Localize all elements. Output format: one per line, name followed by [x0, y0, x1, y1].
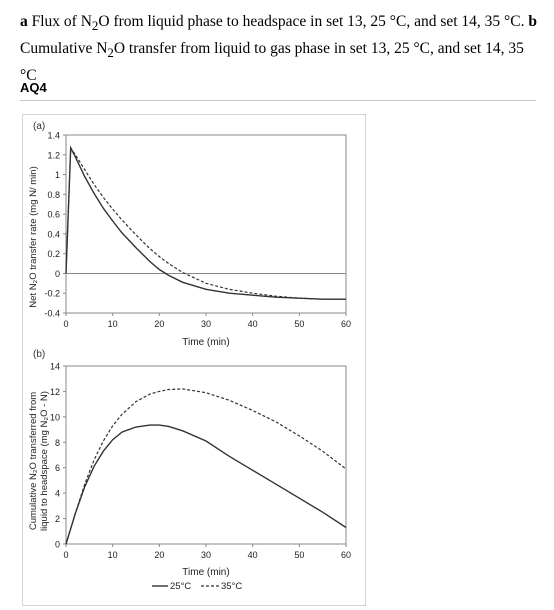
figure-caption: a Flux of N2O from liquid phase to heads…: [20, 10, 540, 87]
legend-dashed-label: 35°C: [221, 581, 242, 592]
panel-b-xtick-label: 0: [63, 550, 68, 560]
caption-part-a-text-2: O from liquid phase to headspace in set …: [98, 13, 529, 30]
panel-a-xticks: 0 10 20 30 40 50 60: [63, 313, 351, 329]
panel-b-xtick-label: 60: [341, 550, 351, 560]
caption-part-a-letter: a: [20, 13, 28, 30]
panel-b-plot-area: [65, 365, 347, 545]
caption-part-b-letter: b: [528, 13, 537, 30]
panel-b-xtick-label: 20: [154, 550, 164, 560]
panel-a-ytick-label: 0.2: [47, 249, 60, 259]
legend: 25°C 35°C: [152, 581, 242, 592]
panel-a-ytick-label: 0.6: [47, 210, 60, 220]
panel-b-xlabel: Time (min): [182, 567, 229, 578]
caption-part-b-text-2: O transfer from liquid to gas phase in s…: [20, 40, 524, 85]
panel-a-yticks: -0.4 -0.2 0 0.2 0.4 0.6 0.8 1 1.2 1.4: [44, 131, 66, 319]
panel-b-xtick-label: 30: [201, 550, 211, 560]
panel-a-xtick-label: 30: [201, 319, 211, 329]
panel-a-series-25c: [65, 145, 346, 300]
panel-a-xtick-label: 20: [154, 319, 164, 329]
panel-a-ytick-label: 1.4: [47, 131, 60, 141]
panel-b-xtick-label: 10: [108, 550, 118, 560]
panel-b-yaxis-label: Cumulative N₂O transferred from liquid t…: [28, 391, 50, 531]
panel-b-ytick-label: 8: [55, 438, 60, 448]
panel-b-ytick-label: 2: [55, 514, 60, 524]
panel-b-ytick-label: 12: [50, 387, 60, 397]
panel-b-ytick-label: 4: [55, 489, 60, 499]
panel-a-xlabel: Time (min): [182, 337, 229, 348]
panel-a-ytick-label: 1: [55, 170, 60, 180]
panel-a-ytick-label: 0.4: [47, 229, 60, 239]
panel-label-a: (a): [33, 121, 45, 132]
panel-b-xtick-label: 50: [294, 550, 304, 560]
panel-a-series-35c: [65, 146, 346, 300]
caption-part-a-text: Flux of N: [27, 13, 92, 30]
panel-a-xtick-label: 40: [248, 319, 258, 329]
divider: [20, 100, 536, 101]
panel-a-ylabel: Net N₂O transfer rate (mg N/ min): [28, 166, 39, 307]
panel-b-series-25c: [65, 424, 347, 545]
panel-b-xtick-label: 40: [248, 550, 258, 560]
panel-b-ytick-label: 6: [55, 463, 60, 473]
figure-frame: (a) Net N₂O transfer rate (mg N/ min) -0…: [22, 114, 366, 606]
figure-svg: (a) Net N₂O transfer rate (mg N/ min) -0…: [28, 121, 351, 592]
panel-b-ytick-label: 14: [50, 362, 60, 372]
panel-a-ytick-label: -0.2: [44, 289, 60, 299]
panel-b-ylabel-line1: Cumulative N₂O transferred from: [28, 392, 39, 530]
caption-part-b-text: Cumulative N: [20, 40, 108, 58]
panel-b-ytick-label: 10: [50, 412, 60, 422]
panel-a-ytick-label: -0.4: [44, 309, 60, 319]
caption-part-b-subscript: 2: [107, 45, 114, 61]
panel-a-xtick-label: 50: [294, 319, 304, 329]
panel-a-ytick-label: 1.2: [47, 150, 60, 160]
panel-b-yticks: 0 2 4 6 8 10 12 14: [50, 362, 66, 550]
query-tag: AQ4: [20, 80, 47, 95]
panel-label-b: (b): [33, 349, 45, 360]
panel-b-ylabel-line2: liquid to headspace (mg N₂O - N): [39, 391, 50, 531]
caption-part-a-subscript: 2: [91, 18, 99, 34]
legend-solid-label: 25°C: [170, 581, 191, 592]
panel-b-ytick-label: 0: [55, 540, 60, 550]
panel-a-xtick-label: 10: [108, 319, 118, 329]
panel-a-xtick-label: 60: [341, 319, 351, 329]
panel-a-ytick-label: 0.8: [47, 190, 60, 200]
panel-a-yaxis-label: Net N₂O transfer rate (mg N/ min): [28, 166, 39, 307]
panel-b-xticks: 0 10 20 30 40 50 60: [63, 544, 351, 560]
panel-a-plot-area: [65, 134, 347, 314]
panel-b-series-35c: [65, 388, 347, 545]
panel-a-xtick-label: 0: [63, 319, 68, 329]
panel-a-ytick-label: 0: [55, 269, 60, 279]
